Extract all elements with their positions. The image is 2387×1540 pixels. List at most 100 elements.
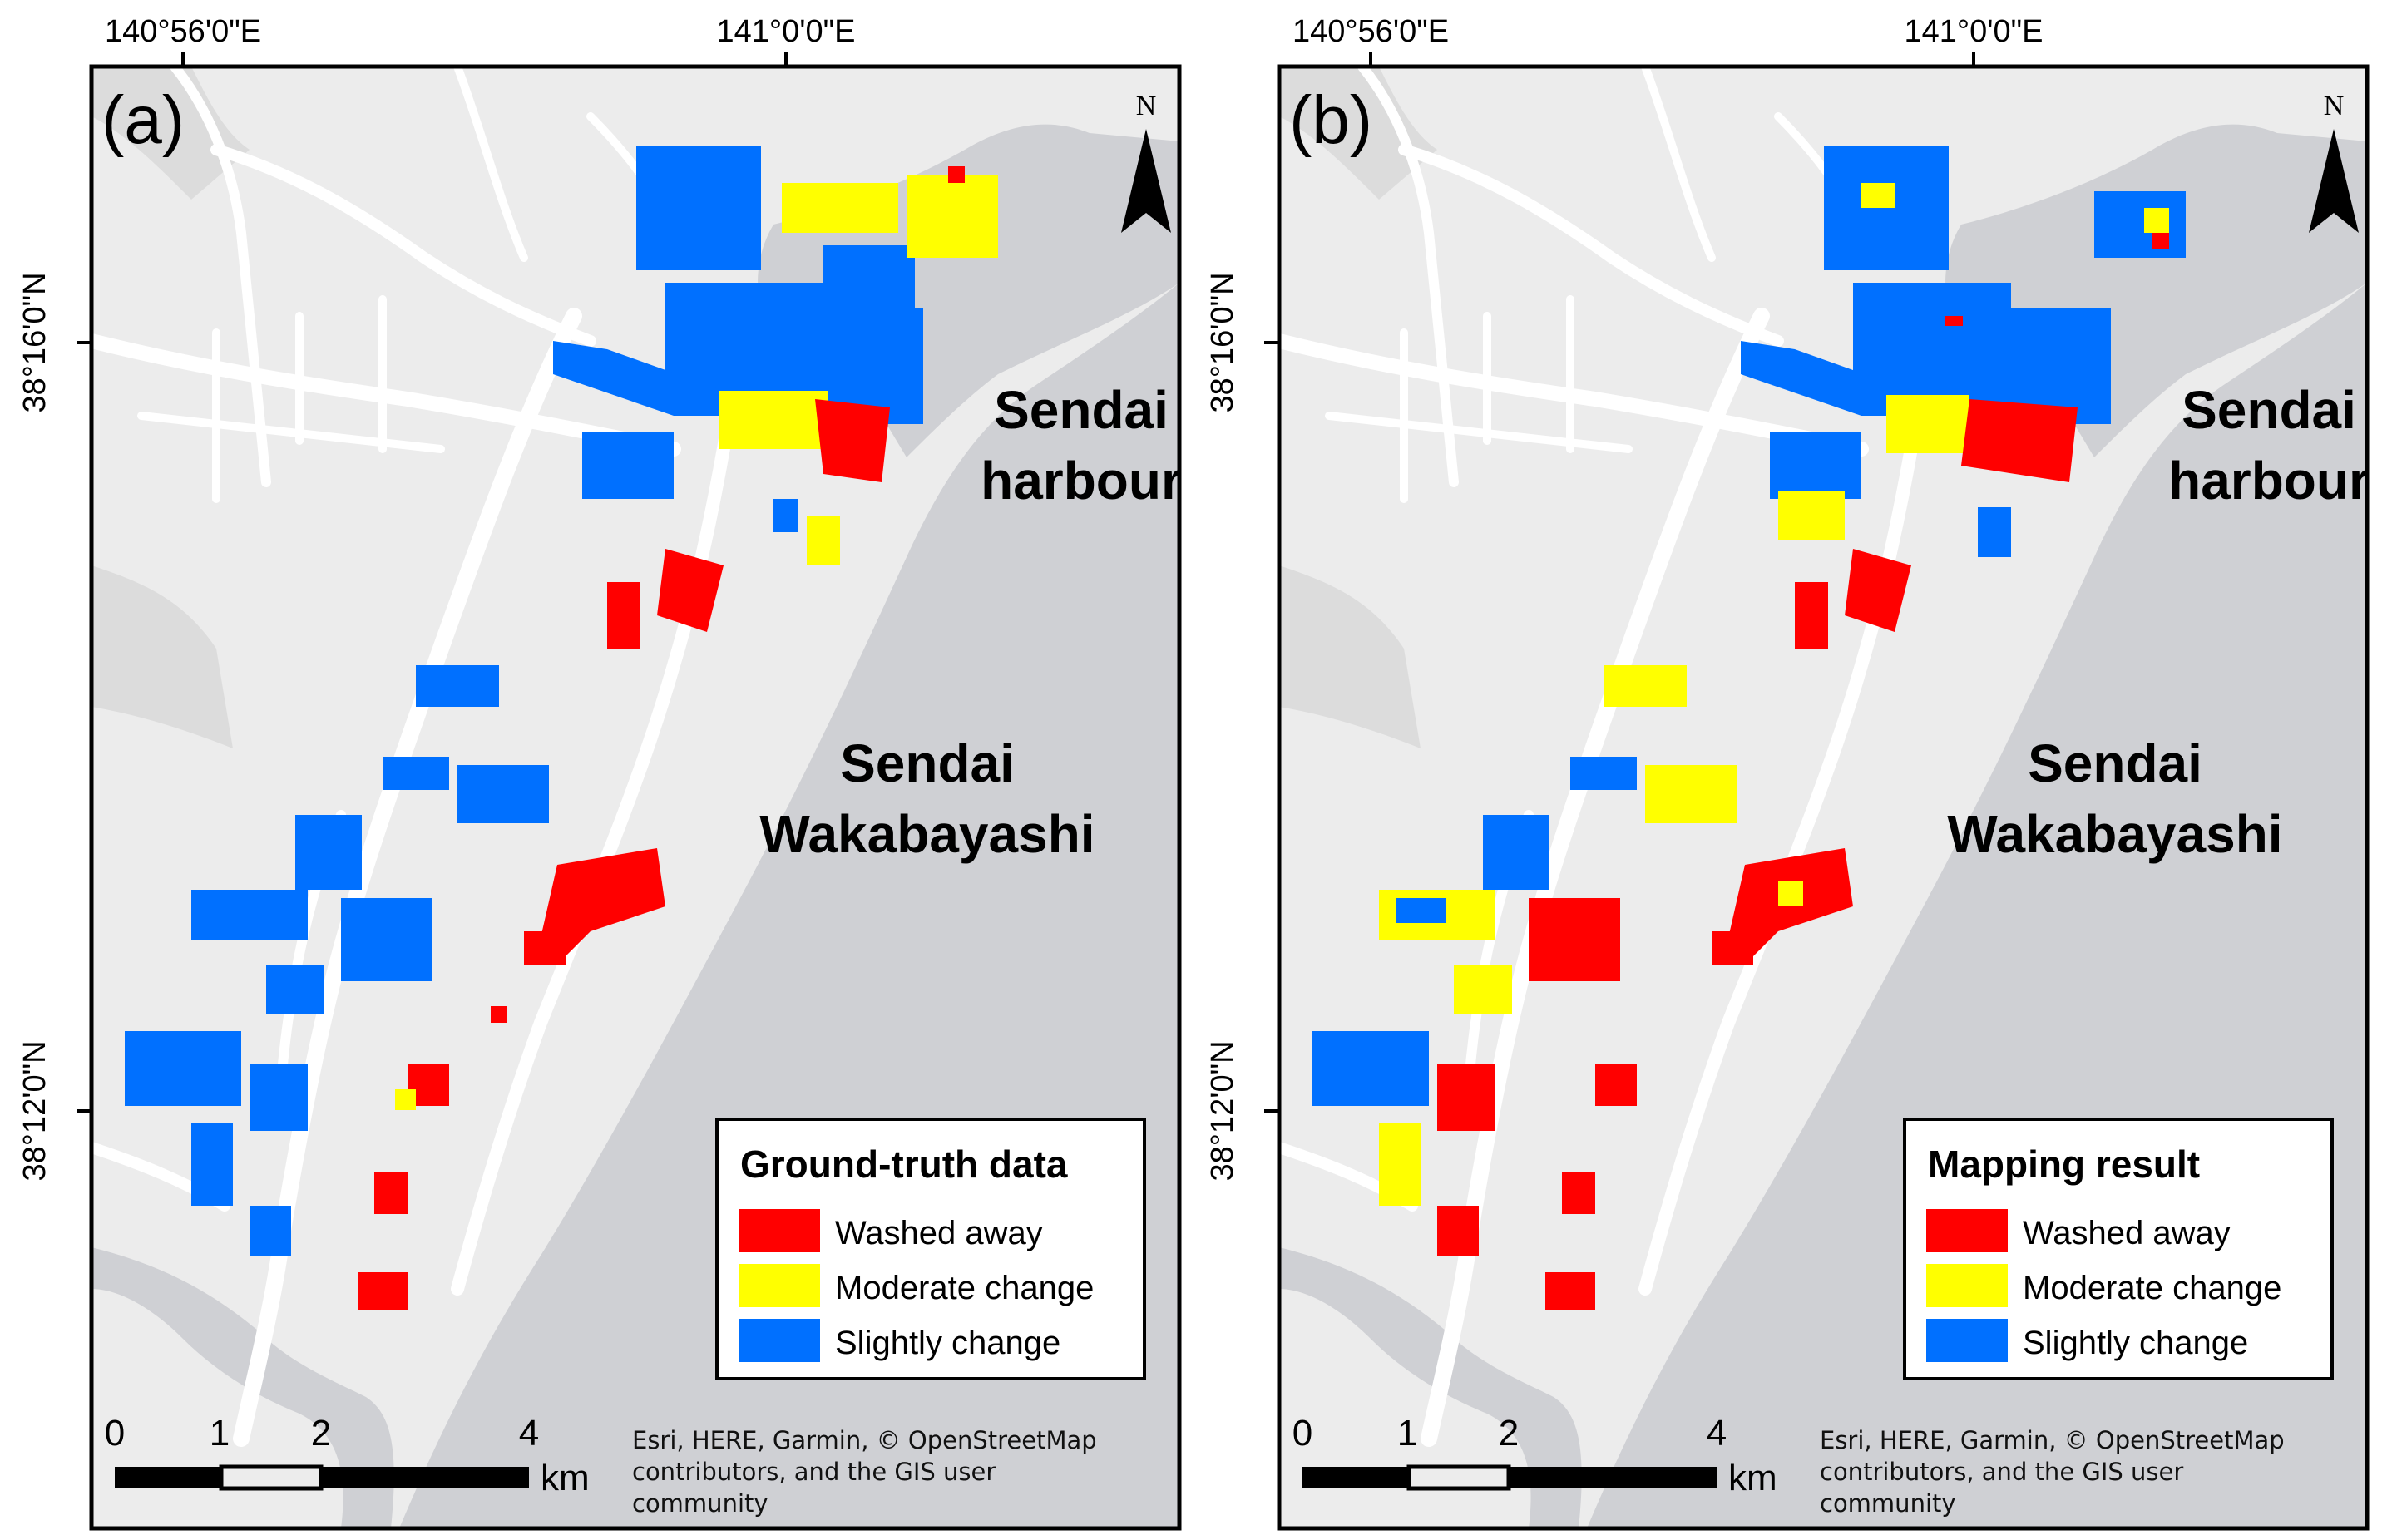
latitude-label: 38°16'0"N	[1205, 272, 1240, 412]
attribution-line: community	[632, 1489, 768, 1518]
building-cluster-moderate	[807, 516, 840, 565]
building-cluster-slightly	[2094, 191, 2186, 258]
building-cluster-washed	[1595, 1064, 1637, 1106]
building-cluster-washed	[374, 1172, 408, 1214]
scale-unit: km	[541, 1458, 590, 1498]
building-cluster-washed	[1845, 549, 1911, 632]
map-frame	[1277, 64, 2370, 1531]
legend-title: Mapping result	[1928, 1143, 2200, 1186]
place-label-harbour-1: Sendai	[994, 380, 1169, 440]
building-cluster-washed	[1545, 1272, 1595, 1310]
scale-bar: 0 1 2 4 km	[105, 1413, 590, 1498]
legend-item: Slightly change	[2023, 1325, 2248, 1361]
building-cluster-slightly	[636, 146, 761, 270]
building-cluster-slightly	[1396, 898, 1446, 923]
legend-swatch-slightly	[739, 1319, 820, 1362]
building-cluster-washed	[1437, 1206, 1479, 1256]
legend-swatch-slightly	[1926, 1319, 2008, 1362]
building-cluster-moderate	[1645, 765, 1737, 823]
scale-segment	[1406, 1464, 1511, 1491]
attribution: Esri, HERE, Garmin, © OpenStreetMap cont…	[1820, 1426, 2285, 1518]
place-label-wakabayashi-1: Sendai	[840, 733, 1015, 793]
building-cluster-slightly	[295, 815, 362, 890]
longitude-label: 140°56'0"E	[1292, 14, 1449, 49]
legend-item: Moderate change	[2023, 1270, 2281, 1306]
scale-tick-label: 2	[311, 1413, 331, 1454]
place-label-harbour-2: harbour	[981, 451, 1182, 511]
map-frame	[89, 64, 1182, 1531]
scale-tick-label: 1	[1397, 1413, 1417, 1454]
scale-tick-label: 0	[105, 1413, 125, 1454]
attribution: Esri, HERE, Garmin, © OpenStreetMap cont…	[632, 1426, 1097, 1518]
river	[1279, 1247, 1582, 1528]
scale-unit: km	[1728, 1458, 1777, 1498]
building-cluster-slightly	[553, 341, 724, 416]
building-cluster-slightly	[383, 757, 449, 790]
building-cluster-moderate	[1778, 491, 1845, 540]
longitude-label: 141°0'0"E	[717, 14, 856, 49]
attribution-line: contributors, and the GIS user	[1820, 1458, 2183, 1486]
legend-item: Moderate change	[835, 1270, 1094, 1306]
panel-b	[1277, 64, 2370, 1531]
scale-tick-label: 2	[1499, 1413, 1519, 1454]
building-cluster-washed	[1529, 898, 1620, 981]
legend-swatch-moderate	[739, 1264, 820, 1307]
building-cluster-slightly	[191, 1123, 233, 1206]
longitude-label: 141°0'0"E	[1905, 14, 2044, 49]
place-label-harbour-2: harbour	[2168, 451, 2370, 511]
north-label: N	[1136, 91, 1157, 121]
building-cluster-slightly	[582, 432, 674, 499]
building-cluster-washed	[524, 931, 566, 965]
scale-segment	[219, 1464, 324, 1491]
building-cluster-washed	[657, 549, 724, 632]
building-cluster-moderate	[1604, 665, 1687, 707]
north-arrow-icon	[1121, 129, 1171, 233]
building-cluster-slightly	[773, 499, 798, 532]
panel-a-graticule: 140°56'0"E 141°0'0"E 38°16'0"N 38°12'0"N	[17, 14, 855, 1182]
building-cluster-slightly	[250, 1206, 291, 1256]
building-cluster-washed	[536, 848, 665, 965]
legend-swatch-moderate	[1926, 1264, 2008, 1307]
inland-area	[91, 565, 233, 748]
place-label-wakabayashi-2: Wakabayashi	[1947, 804, 2282, 864]
building-cluster-moderate	[782, 183, 898, 233]
scale-segment	[1509, 1467, 1717, 1488]
building-cluster-slightly	[1978, 507, 2011, 557]
building-cluster-washed	[948, 166, 965, 183]
place-label-wakabayashi-2: Wakabayashi	[759, 804, 1095, 864]
building-cluster-slightly	[191, 890, 308, 940]
longitude-label: 140°56'0"E	[105, 14, 261, 49]
building-cluster-washed	[1712, 931, 1753, 965]
river	[91, 1247, 394, 1528]
legend-item: Slightly change	[835, 1325, 1060, 1361]
attribution-line: community	[1820, 1489, 1956, 1518]
building-cluster-washed	[2152, 233, 2169, 249]
building-cluster-slightly	[1312, 1031, 1429, 1106]
legend-item: Washed away	[835, 1215, 1043, 1251]
scale-tick-label: 1	[210, 1413, 230, 1454]
scale-segment	[115, 1467, 221, 1488]
scale-tick-label: 4	[519, 1413, 539, 1454]
legend-title: Ground-truth data	[740, 1143, 1068, 1186]
building-cluster-slightly	[341, 898, 432, 981]
panel-b-graticule: 140°56'0"E 141°0'0"E 38°16'0"N 38°12'0"N	[1205, 14, 2043, 1182]
building-cluster-slightly	[1570, 757, 1637, 790]
building-cluster-slightly	[1770, 432, 1861, 499]
inland-area	[1279, 565, 1421, 748]
attribution-line: Esri, HERE, Garmin, © OpenStreetMap	[1820, 1426, 2285, 1454]
place-label-harbour-1: Sendai	[2182, 380, 2356, 440]
building-cluster-washed	[607, 582, 640, 649]
legend-swatch-washed	[1926, 1209, 2008, 1252]
north-arrow: N	[2309, 91, 2359, 233]
legend: Mapping result Washed away Moderate chan…	[1903, 1118, 2334, 1380]
building-cluster-moderate	[1454, 965, 1512, 1014]
building-cluster-slightly	[125, 1031, 241, 1106]
attribution-line: contributors, and the GIS user	[632, 1458, 996, 1486]
building-cluster-washed	[1795, 582, 1828, 649]
place-label-wakabayashi-1: Sendai	[2028, 733, 2202, 793]
scale-segment	[1302, 1467, 1409, 1488]
inland-area	[1279, 67, 1437, 200]
scale-tick-label: 4	[1707, 1413, 1727, 1454]
building-cluster-slightly	[250, 1064, 308, 1131]
